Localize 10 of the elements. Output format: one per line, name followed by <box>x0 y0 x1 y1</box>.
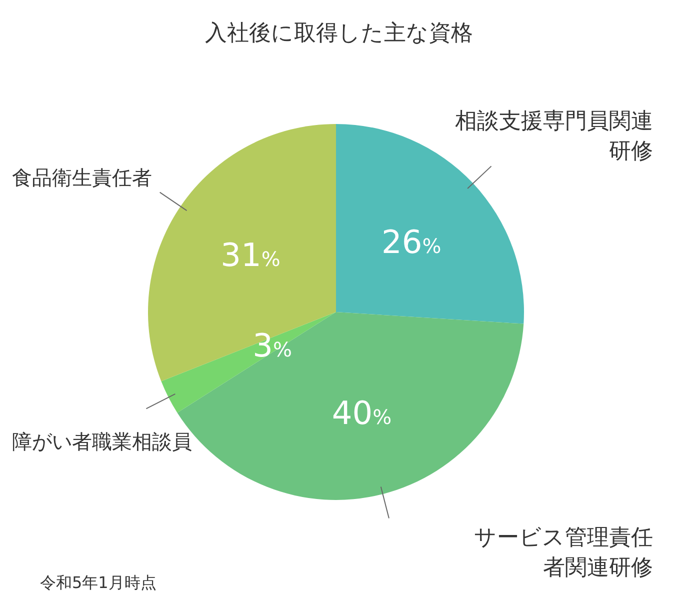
text: 令和5年1月時点 <box>40 573 156 592</box>
slice-label: サービス管理責任者関連研修 <box>474 525 653 580</box>
chart-title: 入社後に取得した主な資格 <box>205 21 473 46</box>
data-label: 31% <box>220 236 280 274</box>
data-label: 3% <box>252 326 292 364</box>
slice-label: 食品衛生責任者 <box>12 165 152 190</box>
slice-label: 相談支援専門員関連研修 <box>455 109 653 164</box>
data-label: 40% <box>332 394 392 432</box>
slice-label: 障がい者職業相談員 <box>12 430 192 454</box>
data-label: 26% <box>382 223 442 262</box>
